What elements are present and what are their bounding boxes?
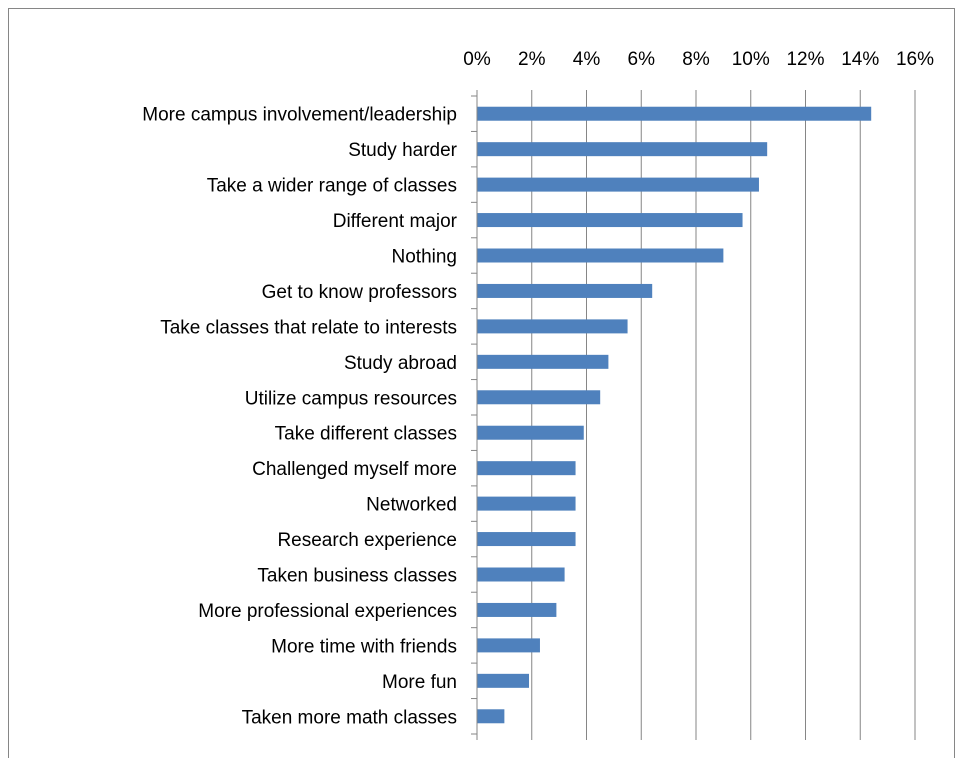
category-label: More time with friends bbox=[271, 636, 457, 657]
category-labels: More campus involvement/leadership Study … bbox=[142, 105, 457, 729]
category-label: Take classes that relate to interests bbox=[160, 317, 457, 338]
x-tick-label: 0% bbox=[463, 49, 491, 70]
bar bbox=[477, 354, 609, 369]
category-label: Utilize campus resources bbox=[245, 388, 457, 409]
bar-chart: 0% 2% 4% 6% 8% 10% 12% 14% 16% More campus invol… bbox=[142, 49, 934, 740]
category-label: More professional experiences bbox=[198, 601, 457, 622]
bar bbox=[477, 213, 743, 228]
x-tick-label: 6% bbox=[628, 49, 656, 70]
category-label: More campus involvement/leadership bbox=[142, 105, 457, 126]
x-tick-label: 10% bbox=[732, 49, 770, 70]
bars bbox=[477, 106, 872, 724]
bar bbox=[477, 248, 724, 263]
category-label: Study abroad bbox=[344, 353, 457, 374]
x-axis-ticks: 0% 2% 4% 6% 8% 10% 12% 14% 16% bbox=[463, 49, 934, 70]
bar bbox=[477, 602, 557, 617]
grid-lines bbox=[471, 90, 916, 740]
category-label: Take different classes bbox=[275, 424, 457, 445]
x-tick-label: 4% bbox=[573, 49, 601, 70]
bar bbox=[477, 461, 576, 476]
bar bbox=[477, 390, 601, 405]
bar bbox=[477, 673, 530, 688]
x-tick-label: 8% bbox=[682, 49, 710, 70]
category-label: Different major bbox=[333, 211, 458, 232]
bar bbox=[477, 425, 584, 440]
category-label: Get to know professors bbox=[262, 282, 457, 303]
category-label: Challenged myself more bbox=[252, 459, 457, 480]
category-label: Networked bbox=[366, 495, 457, 516]
x-tick-label: 14% bbox=[841, 49, 879, 70]
bar bbox=[477, 142, 768, 157]
bar bbox=[477, 283, 653, 298]
bar bbox=[477, 177, 759, 192]
category-label: More fun bbox=[382, 672, 457, 693]
bar bbox=[477, 709, 505, 724]
category-label: Research experience bbox=[277, 530, 457, 551]
category-label: Taken more math classes bbox=[242, 707, 457, 728]
bar bbox=[477, 638, 540, 653]
chart-frame: 0% 2% 4% 6% 8% 10% 12% 14% 16% More campus invol… bbox=[8, 8, 955, 758]
x-tick-label: 12% bbox=[786, 49, 824, 70]
category-label: Study harder bbox=[348, 140, 457, 161]
bar bbox=[477, 496, 576, 511]
category-label: Taken business classes bbox=[257, 566, 457, 587]
category-label: Take a wider range of classes bbox=[207, 176, 457, 197]
bar bbox=[477, 106, 872, 121]
bar bbox=[477, 567, 565, 582]
category-label: Nothing bbox=[392, 247, 458, 268]
bar bbox=[477, 319, 628, 334]
x-tick-label: 16% bbox=[896, 49, 934, 70]
x-tick-label: 2% bbox=[518, 49, 546, 70]
bar bbox=[477, 532, 576, 547]
